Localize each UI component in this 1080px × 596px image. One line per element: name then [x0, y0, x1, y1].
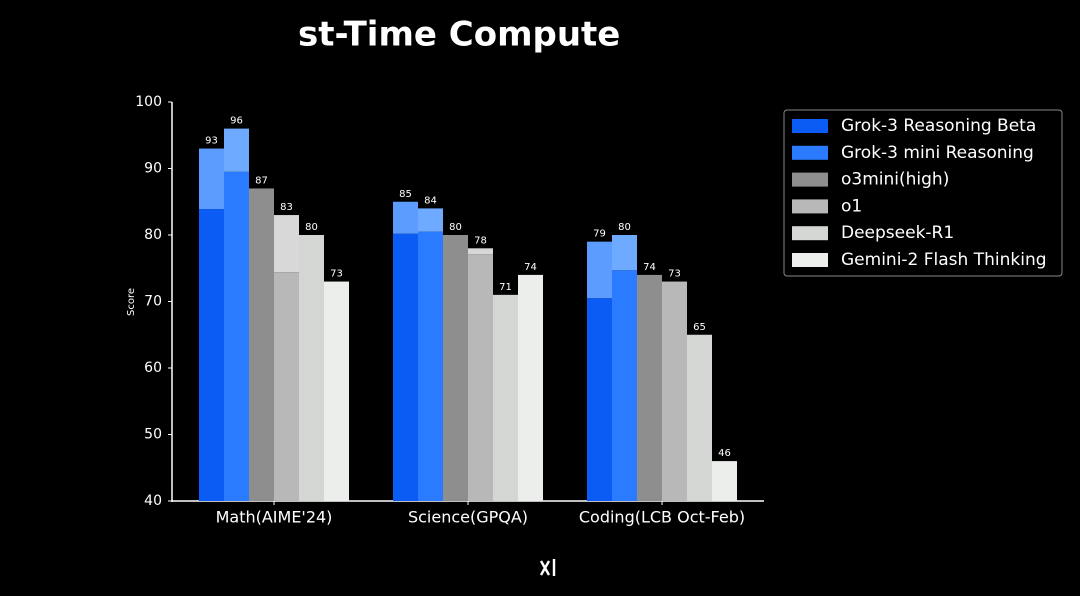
legend-label: o3mini(high)	[841, 170, 949, 190]
bar	[249, 188, 274, 501]
value-label: 46	[718, 448, 731, 459]
value-label: 71	[499, 282, 512, 293]
bar	[637, 274, 662, 501]
x-tick-label: Science(GPQA)	[408, 508, 528, 527]
value-label: 80	[449, 222, 462, 233]
value-label: 79	[593, 229, 606, 240]
bar-base	[393, 233, 418, 502]
bar-base	[224, 171, 249, 501]
value-label: 80	[305, 222, 318, 233]
y-tick-label: 60	[144, 360, 162, 376]
x-tick-label: Math(AIME'24)	[216, 508, 333, 527]
legend-label: Gemini-2 Flash Thinking	[841, 250, 1047, 270]
legend-swatch	[792, 226, 828, 241]
bar-top	[587, 241, 612, 299]
bar-top	[224, 128, 249, 172]
legend-label: Grok-3 Reasoning Beta	[841, 116, 1036, 136]
value-label: 83	[280, 202, 293, 213]
value-label: 65	[693, 322, 706, 333]
legend-box	[783, 109, 1063, 277]
value-label: 73	[668, 269, 681, 280]
bar-base	[274, 272, 299, 501]
legend-swatch	[792, 199, 828, 214]
bar-top	[199, 148, 224, 210]
value-label: 87	[255, 175, 268, 186]
bar	[518, 274, 543, 501]
x-tick-label: Coding(LCB Oct-Feb)	[579, 508, 745, 527]
bar-base	[468, 254, 493, 501]
value-label: 80	[618, 222, 631, 233]
legend-swatch	[792, 145, 828, 160]
bar-base	[612, 270, 637, 501]
bar	[687, 334, 712, 501]
bar-base	[418, 231, 443, 502]
y-axis-label: Score	[126, 288, 137, 316]
bar	[712, 461, 737, 501]
legend-swatch	[792, 172, 828, 187]
bar-top	[274, 215, 299, 273]
bar	[662, 281, 687, 501]
legend-label: Grok-3 mini Reasoning	[841, 143, 1034, 163]
y-tick-label: 70	[144, 294, 162, 310]
bar-base	[199, 209, 224, 501]
bar-top	[612, 235, 637, 271]
legend-swatch	[792, 253, 828, 267]
bar	[493, 294, 518, 501]
value-label: 78	[474, 235, 487, 246]
bar-top	[393, 201, 418, 234]
legend-swatch	[792, 119, 828, 133]
y-tick-label: 80	[144, 227, 162, 243]
bar-base	[587, 298, 612, 501]
bar	[299, 235, 324, 501]
value-label: 85	[399, 189, 412, 200]
bar-top	[418, 208, 443, 232]
logo	[539, 559, 556, 576]
bar	[324, 281, 349, 501]
y-tick-label: 100	[135, 94, 162, 110]
y-tick-label: 90	[144, 161, 162, 177]
y-tick-label: 40	[144, 493, 162, 509]
y-tick-label: 50	[144, 427, 162, 443]
value-label: 93	[205, 136, 218, 147]
chart-title: st-Time Compute	[298, 15, 620, 55]
legend-label: o1	[841, 196, 862, 216]
value-label: 96	[230, 116, 243, 127]
value-label: 74	[524, 262, 537, 273]
bar-top	[468, 248, 493, 255]
value-label: 84	[424, 195, 437, 206]
logo-mark	[539, 559, 556, 576]
legend-label: Deepseek-R1	[841, 223, 954, 243]
value-label: 74	[643, 262, 656, 273]
value-label: 73	[330, 269, 343, 280]
bar	[443, 235, 468, 501]
